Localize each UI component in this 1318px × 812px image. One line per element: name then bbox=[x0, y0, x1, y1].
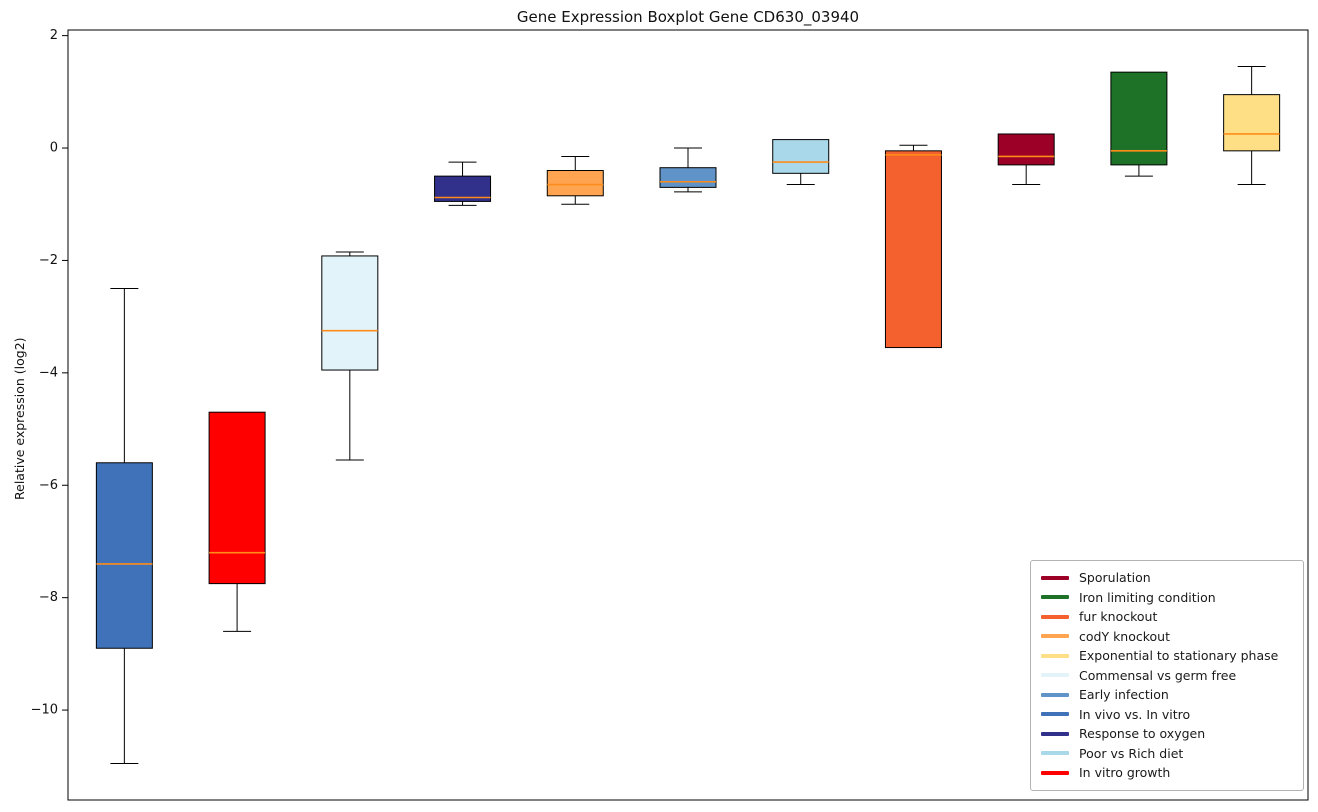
legend-item: Response to oxygen bbox=[1041, 724, 1293, 744]
box bbox=[546, 170, 604, 197]
legend-label: In vivo vs. In vitro bbox=[1079, 706, 1191, 722]
legend-item: Poor vs Rich diet bbox=[1041, 744, 1293, 764]
box bbox=[208, 411, 266, 585]
y-tick-label: −10 bbox=[31, 703, 58, 718]
legend-color-line-icon bbox=[1041, 751, 1069, 756]
legend-label: In vitro growth bbox=[1079, 765, 1171, 781]
legend-item: Iron limiting condition bbox=[1041, 588, 1293, 608]
legend-color-line-icon bbox=[1041, 575, 1069, 580]
legend: Sporulation Iron limiting condition fur kn… bbox=[1030, 560, 1304, 791]
legend-label: fur knockout bbox=[1079, 609, 1158, 625]
y-tick-label: −2 bbox=[39, 253, 58, 268]
legend-item: Sporulation bbox=[1041, 568, 1293, 588]
box bbox=[321, 255, 379, 371]
legend-item: fur knockout bbox=[1041, 607, 1293, 627]
legend-label: codY knockout bbox=[1079, 628, 1171, 644]
legend-item: In vitro growth bbox=[1041, 763, 1293, 783]
legend-color-line-icon bbox=[1041, 770, 1069, 775]
box bbox=[1223, 94, 1281, 152]
legend-label: Iron limiting condition bbox=[1079, 589, 1216, 605]
y-tick-label: −4 bbox=[39, 365, 58, 380]
legend-color-line-icon bbox=[1041, 731, 1069, 736]
legend-color-line-icon bbox=[1041, 712, 1069, 717]
box bbox=[997, 133, 1055, 166]
legend-label: Exponential to stationary phase bbox=[1079, 648, 1279, 664]
box bbox=[884, 150, 942, 349]
legend-item: Commensal vs germ free bbox=[1041, 666, 1293, 686]
legend-label: Sporulation bbox=[1079, 570, 1151, 586]
box bbox=[659, 167, 717, 188]
legend-color-line-icon bbox=[1041, 595, 1069, 600]
legend-color-line-icon bbox=[1041, 614, 1069, 619]
legend-item: Exponential to stationary phase bbox=[1041, 646, 1293, 666]
legend-label: Poor vs Rich diet bbox=[1079, 745, 1184, 761]
legend-label: Early infection bbox=[1079, 687, 1169, 703]
legend-label: Response to oxygen bbox=[1079, 726, 1206, 742]
y-tick-label: 0 bbox=[50, 141, 58, 156]
legend-color-line-icon bbox=[1041, 692, 1069, 697]
axes-frame bbox=[67, 29, 1309, 801]
box bbox=[95, 462, 153, 649]
legend-color-line-icon bbox=[1041, 673, 1069, 678]
legend-label: Commensal vs germ free bbox=[1079, 667, 1237, 683]
box bbox=[772, 139, 830, 174]
chart-title: Gene Expression Boxplot Gene CD630_03940 bbox=[516, 8, 860, 26]
legend-item: Early infection bbox=[1041, 685, 1293, 705]
box bbox=[1110, 71, 1168, 166]
legend-item: In vivo vs. In vitro bbox=[1041, 705, 1293, 725]
legend-color-line-icon bbox=[1041, 634, 1069, 639]
y-tick-label: 2 bbox=[50, 28, 58, 43]
legend-item: codY knockout bbox=[1041, 627, 1293, 647]
legend-color-line-icon bbox=[1041, 653, 1069, 658]
y-tick-label: −6 bbox=[39, 478, 58, 493]
y-tick-label: −8 bbox=[39, 590, 58, 605]
